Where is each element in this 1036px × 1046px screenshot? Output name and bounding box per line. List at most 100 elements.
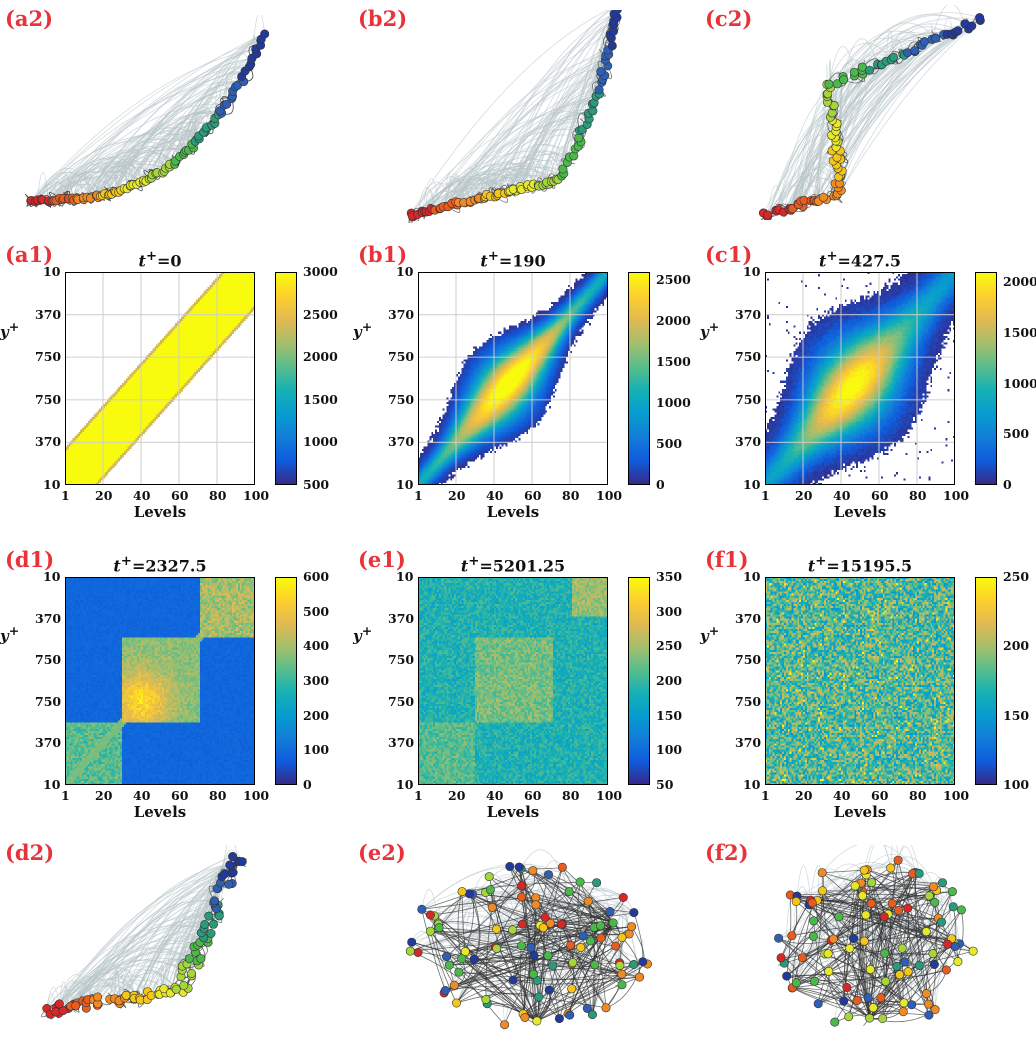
y-tick-label: 750	[35, 391, 62, 407]
y-tick-label: 750	[735, 693, 762, 709]
edge	[70, 975, 171, 1007]
x-tick-label: 20	[95, 788, 113, 803]
node	[828, 934, 838, 944]
node	[817, 886, 827, 896]
colorbar-tick-label: 500	[656, 436, 683, 452]
y-tick-label: 10	[743, 264, 761, 279]
edge	[897, 846, 916, 873]
edge	[444, 172, 453, 207]
colorbar-tick-label: 2000	[656, 313, 691, 329]
edge	[791, 937, 850, 989]
panel-label-b1: (b1)	[358, 242, 408, 267]
colorbar-tick-label: 2000	[303, 349, 338, 365]
edge	[434, 177, 509, 211]
node	[587, 1010, 597, 1020]
colorbar-tick-label: 1000	[1003, 375, 1036, 391]
edge	[446, 933, 630, 957]
node	[607, 41, 617, 51]
node	[425, 910, 435, 920]
edge	[827, 37, 916, 95]
x-tick-label: 1	[61, 488, 70, 503]
node	[975, 13, 985, 23]
edge	[818, 969, 947, 1005]
node	[808, 932, 818, 942]
colorbar-tick-label: 200	[1003, 638, 1030, 654]
node	[924, 1010, 934, 1020]
node	[407, 937, 417, 947]
edge	[410, 110, 593, 214]
edge	[881, 26, 948, 65]
node	[93, 992, 103, 1002]
edge	[447, 10, 618, 207]
y-tick-label: 370	[35, 306, 62, 322]
colorbar-e1	[628, 577, 650, 785]
node	[554, 1014, 564, 1024]
x-tick-label: 80	[209, 488, 227, 503]
node	[763, 210, 773, 220]
x-axis-label: Levels	[833, 503, 887, 521]
x-tick-label: 100	[243, 788, 270, 803]
x-tick-label: 60	[524, 788, 542, 803]
node	[601, 1003, 611, 1013]
x-tick-label: 80	[562, 488, 580, 503]
edge	[430, 931, 505, 1025]
grid-a1	[65, 272, 255, 485]
y-tick-label: 370	[735, 610, 762, 626]
node	[830, 1017, 840, 1027]
x-tick-label: 60	[871, 488, 889, 503]
chart-title-b1: t+=190	[480, 248, 546, 271]
edge	[882, 902, 936, 1019]
node	[876, 993, 886, 1003]
edge	[865, 914, 954, 943]
node	[200, 920, 210, 930]
edge	[885, 860, 899, 982]
y-tick-label: 750	[735, 391, 762, 407]
node	[921, 927, 931, 937]
edge	[840, 20, 981, 191]
y-tick-label: 10	[43, 569, 61, 584]
y-tick-label: 10	[743, 477, 761, 492]
node	[900, 957, 910, 967]
node	[608, 918, 618, 928]
edge	[792, 987, 904, 1013]
edge	[458, 945, 522, 973]
x-tick-label: 1	[761, 488, 770, 503]
node	[930, 1005, 940, 1015]
edge	[31, 133, 200, 201]
x-tick-label: 40	[833, 788, 851, 803]
node	[121, 990, 131, 1000]
x-tick-label: 80	[562, 788, 580, 803]
colorbar-tick-label: 150	[656, 707, 683, 723]
colorbar-tick-label: 0	[656, 477, 665, 492]
edge	[430, 930, 622, 975]
colorbar-tick-label: 1500	[303, 391, 338, 407]
heatmap-f1	[765, 577, 955, 785]
node	[839, 75, 849, 85]
y-tick-label: 750	[35, 349, 62, 365]
edge	[536, 881, 581, 1022]
node	[529, 969, 539, 979]
edge	[48, 162, 145, 201]
x-tick-label: 60	[171, 488, 189, 503]
x-tick-label: 1	[414, 788, 423, 803]
node	[880, 948, 890, 958]
node	[930, 897, 940, 907]
node	[898, 1007, 908, 1017]
edge	[454, 984, 539, 998]
colorbar-tick-label: 250	[1003, 569, 1030, 584]
edge	[868, 997, 929, 1005]
y-tick-label: 370	[388, 735, 415, 751]
edge	[59, 976, 120, 1005]
node	[929, 960, 939, 970]
node	[187, 969, 197, 979]
y-tick-label: 10	[43, 264, 61, 279]
panel-label-e1: (e1)	[358, 547, 406, 572]
node	[791, 896, 801, 906]
colorbar-a1	[275, 272, 297, 485]
edge	[810, 25, 973, 201]
colorbar-tick-label: 1000	[303, 434, 338, 450]
colorbar-tick-label: 400	[303, 638, 330, 654]
x-axis-label: Levels	[133, 503, 187, 521]
x-tick-label: 100	[596, 788, 623, 803]
edge	[862, 23, 959, 75]
